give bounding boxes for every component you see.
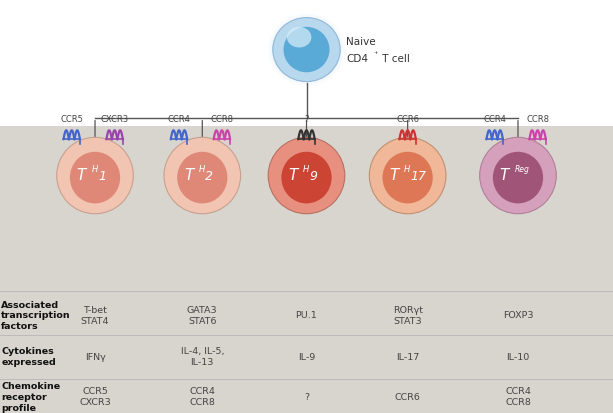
Text: ?: ? <box>304 115 309 123</box>
Ellipse shape <box>275 20 338 79</box>
Text: Chemokine
receptor
profile: Chemokine receptor profile <box>1 382 60 413</box>
Ellipse shape <box>292 36 321 63</box>
Text: IFNγ: IFNγ <box>85 353 105 362</box>
Text: T cell: T cell <box>379 54 410 64</box>
Text: FOXP3: FOXP3 <box>503 311 533 320</box>
Text: T: T <box>77 168 86 183</box>
Ellipse shape <box>290 34 323 65</box>
Text: CCR6: CCR6 <box>396 115 419 123</box>
Ellipse shape <box>287 27 311 47</box>
Ellipse shape <box>268 13 345 86</box>
Text: ⁺: ⁺ <box>373 50 378 59</box>
Ellipse shape <box>288 32 325 67</box>
Text: H: H <box>303 165 309 174</box>
Text: RORγt
STAT3: RORγt STAT3 <box>393 306 422 326</box>
Text: CCR4
CCR8: CCR4 CCR8 <box>505 387 531 407</box>
Text: T: T <box>184 168 194 183</box>
Text: T: T <box>288 168 298 183</box>
Ellipse shape <box>297 41 316 58</box>
Text: Associated
transcription
factors: Associated transcription factors <box>1 301 71 331</box>
Text: T: T <box>389 168 399 183</box>
Ellipse shape <box>164 137 241 214</box>
Text: Naive: Naive <box>346 37 376 47</box>
Text: CCR8: CCR8 <box>210 115 234 123</box>
Text: T-bet
STAT4: T-bet STAT4 <box>81 306 109 326</box>
Ellipse shape <box>369 137 446 214</box>
Text: PU.1: PU.1 <box>295 311 318 320</box>
Text: 17: 17 <box>411 170 427 183</box>
Ellipse shape <box>56 137 134 214</box>
Text: IL-9: IL-9 <box>298 353 315 362</box>
Ellipse shape <box>281 25 332 74</box>
Text: 2: 2 <box>205 170 213 183</box>
Ellipse shape <box>493 152 543 204</box>
Text: IL-4, IL-5,
IL-13: IL-4, IL-5, IL-13 <box>181 347 224 367</box>
Ellipse shape <box>279 24 334 76</box>
Ellipse shape <box>277 22 336 77</box>
Text: CCR5
CXCR3: CCR5 CXCR3 <box>79 387 111 407</box>
Ellipse shape <box>301 45 312 55</box>
Ellipse shape <box>299 43 314 56</box>
Text: 9: 9 <box>310 170 318 183</box>
Text: CCR4: CCR4 <box>483 115 506 123</box>
Ellipse shape <box>383 152 433 204</box>
Ellipse shape <box>177 152 227 204</box>
Ellipse shape <box>272 17 341 83</box>
Ellipse shape <box>284 29 329 70</box>
Ellipse shape <box>294 38 319 62</box>
Ellipse shape <box>70 152 120 204</box>
Text: CCR8: CCR8 <box>526 115 549 123</box>
Text: H: H <box>91 165 97 174</box>
Text: CCR6: CCR6 <box>395 393 421 402</box>
Text: IL-17: IL-17 <box>396 353 419 362</box>
Text: IL-10: IL-10 <box>506 353 530 362</box>
Ellipse shape <box>303 46 310 53</box>
Ellipse shape <box>283 27 330 72</box>
Text: CCR5: CCR5 <box>60 115 83 123</box>
Bar <box>0 126 613 413</box>
Text: 1: 1 <box>98 170 106 183</box>
Text: GATA3
STAT6: GATA3 STAT6 <box>187 306 218 326</box>
Text: CXCR3: CXCR3 <box>101 115 129 123</box>
Text: CD4: CD4 <box>346 54 368 64</box>
Ellipse shape <box>283 27 330 72</box>
Text: CCR4: CCR4 <box>167 115 191 123</box>
Text: ?: ? <box>304 393 309 402</box>
Ellipse shape <box>281 152 332 204</box>
Text: CCR4
CCR8: CCR4 CCR8 <box>189 387 215 407</box>
Text: T: T <box>500 168 509 183</box>
Ellipse shape <box>480 137 557 214</box>
Ellipse shape <box>268 137 345 214</box>
Ellipse shape <box>273 17 340 81</box>
Text: Reg: Reg <box>515 165 530 174</box>
Ellipse shape <box>270 15 343 84</box>
Text: H: H <box>404 165 410 174</box>
Ellipse shape <box>295 39 318 60</box>
Ellipse shape <box>273 19 340 81</box>
Ellipse shape <box>286 31 327 69</box>
Text: H: H <box>199 165 205 174</box>
Text: Cytokines
expressed: Cytokines expressed <box>1 347 56 367</box>
